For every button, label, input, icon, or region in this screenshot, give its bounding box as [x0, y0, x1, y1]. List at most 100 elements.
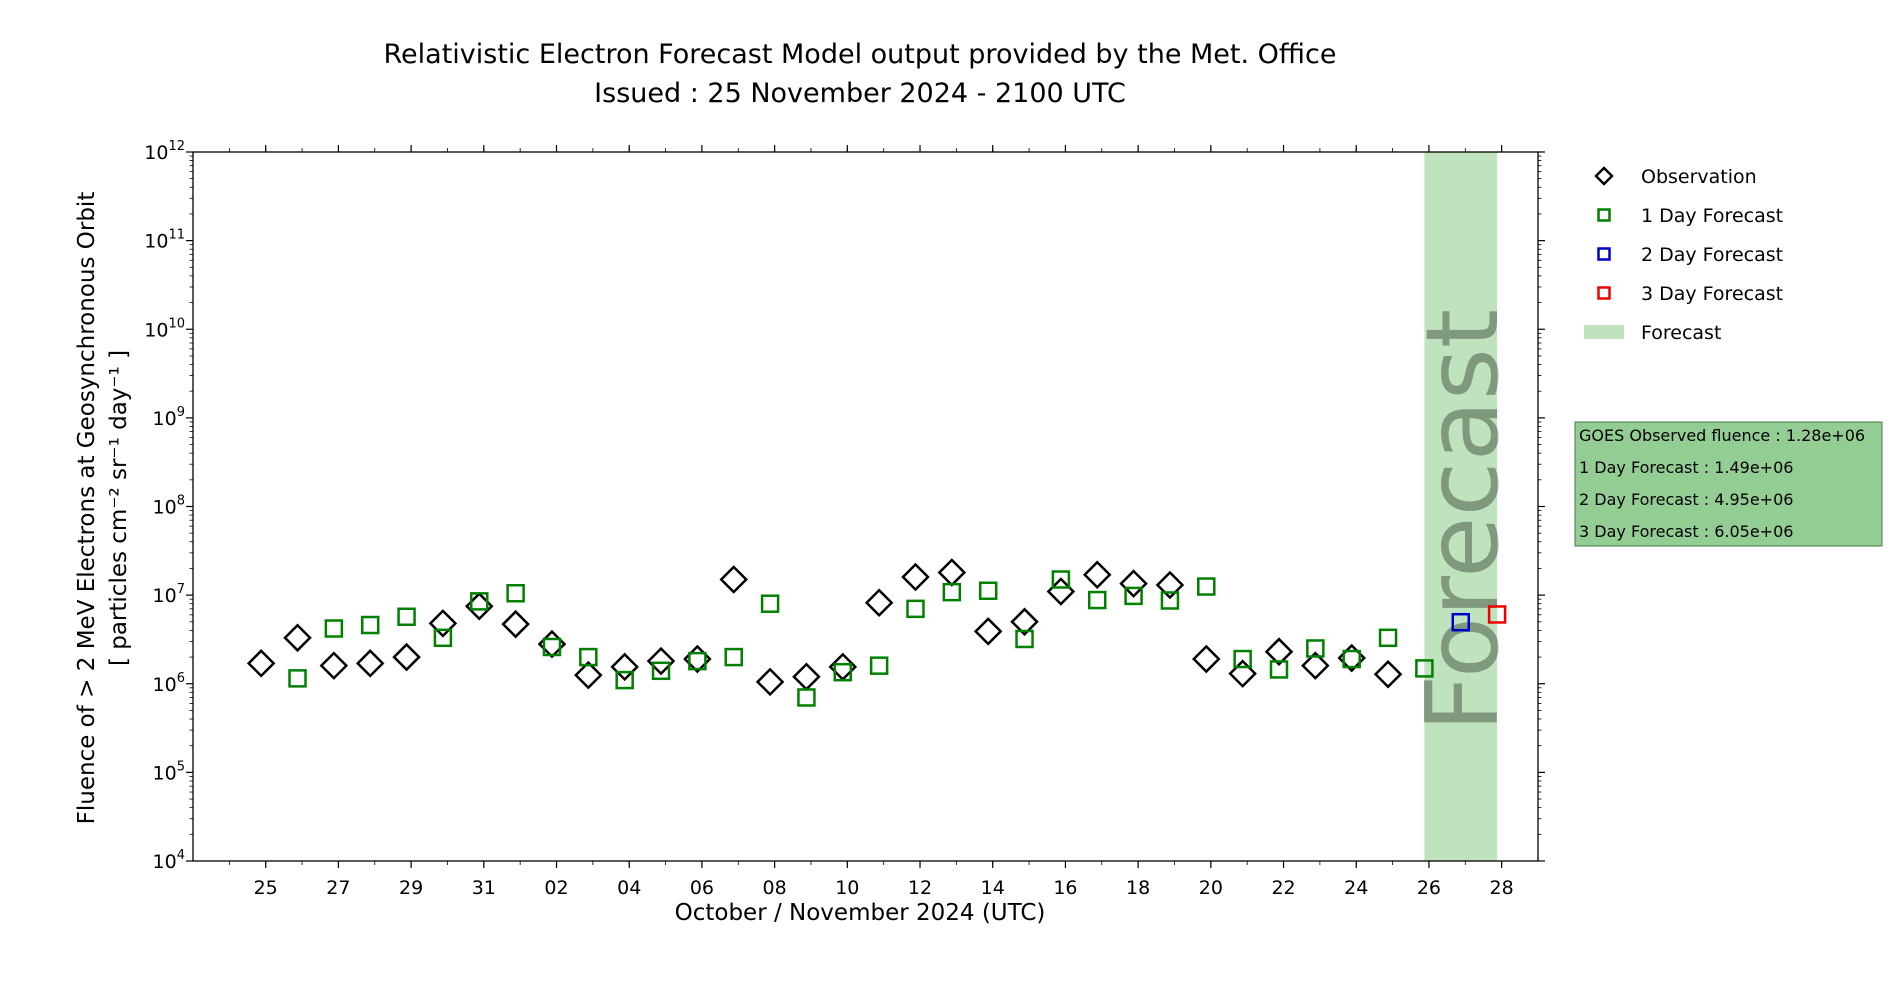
observation-point [864, 588, 894, 618]
observation-point [574, 660, 603, 690]
forecast-point [1087, 590, 1107, 610]
x-tick-label: 22 [1271, 877, 1295, 899]
observation-point [901, 562, 930, 592]
forecast-point [1233, 649, 1252, 669]
info-box-line: GOES Observed fluence : 1.28e+06 [1579, 426, 1865, 445]
observation-point [1082, 560, 1112, 589]
legend-label: 3 Day Forecast [1641, 283, 1783, 305]
chart-title-line-2: Issued : 25 November 2024 - 2100 UTC [594, 78, 1126, 109]
forecast-point [615, 670, 634, 690]
forecast-point [1160, 591, 1180, 610]
chart-title-line-1: Relativistic Electron Forecast Model out… [384, 39, 1337, 70]
y-tick-label: 104 [153, 848, 185, 873]
forecast-point [324, 619, 344, 638]
forecast-point [942, 582, 962, 602]
forecast-point [833, 662, 853, 682]
forecast-band-rect [1424, 152, 1498, 861]
observation-point [755, 667, 785, 697]
info-box-line: 2 Day Forecast : 4.95e+06 [1579, 490, 1793, 509]
forecast-point [397, 607, 416, 627]
observation-point [1155, 570, 1185, 600]
plot-frame [192, 151, 1539, 862]
forecast-point [1269, 660, 1289, 679]
observation-point [1264, 637, 1294, 666]
x-tick-label: 02 [544, 877, 568, 899]
forecast-point [1015, 629, 1034, 649]
x-tick-label: 27 [326, 877, 350, 899]
forecast-point [1342, 649, 1361, 669]
y-tick-label: 106 [153, 671, 185, 696]
forecast-point [288, 669, 307, 688]
observation-point [1373, 659, 1403, 689]
forecast-point [688, 651, 707, 671]
forecast-band-label: Forecast [1404, 309, 1521, 732]
observation-point [392, 642, 421, 672]
forecast-point [470, 592, 489, 611]
forecast-point [1415, 659, 1434, 678]
forecast-point [542, 637, 562, 657]
observation-point [1119, 569, 1148, 598]
forecast-point [760, 594, 780, 613]
legend-marker [1597, 247, 1611, 261]
forecast-point [506, 583, 525, 603]
x-tick-label: 16 [1053, 877, 1077, 899]
forecast-point [1124, 586, 1143, 606]
observation-point [719, 565, 748, 594]
info-box-line: 1 Day Forecast : 1.49e+06 [1579, 458, 1793, 477]
x-tick-label: 25 [254, 877, 278, 899]
y-tick-label: 107 [153, 582, 185, 607]
forecast-point [1197, 577, 1216, 596]
observation-point [283, 623, 312, 653]
forecast-point [1051, 570, 1071, 589]
series-observation [246, 558, 1403, 697]
x-tick-label: 04 [617, 877, 641, 899]
forecast-point [869, 656, 889, 675]
y-axis: 104 105 106 107 108 109 1010 1011 1012 [144, 139, 1545, 873]
legend-label: Forecast [1641, 322, 1721, 344]
y-tick-label: 108 [153, 494, 185, 519]
forecast-point [1306, 639, 1325, 658]
y-tick-label: 109 [153, 405, 185, 430]
legend-label: 2 Day Forecast [1641, 244, 1783, 266]
y-tick-label: 1011 [144, 228, 185, 253]
info-box-line: 3 Day Forecast : 6.05e+06 [1579, 522, 1793, 541]
forecast-point [1487, 605, 1507, 624]
info-box: GOES Observed fluence : 1.28e+06 1 Day Fo… [1574, 421, 1883, 547]
x-axis-label: October / November 2024 (UTC) [675, 900, 1046, 926]
forecast-point [1451, 612, 1471, 632]
observation-point [646, 646, 676, 676]
x-tick-label: 28 [1490, 877, 1514, 899]
forecast-point [360, 615, 380, 635]
x-tick-label: 20 [1199, 877, 1223, 899]
x-tick-label: 24 [1344, 877, 1368, 899]
chart-title: Relativistic Electron Forecast Model out… [384, 39, 1337, 109]
observation-point [355, 649, 385, 678]
x-tick-label: 12 [908, 877, 932, 899]
y-tick-label: 105 [153, 759, 185, 784]
x-tick-label: 06 [690, 877, 714, 899]
series-1-day-forecast [288, 570, 1434, 707]
legend-label: 1 Day Forecast [1641, 205, 1783, 227]
x-tick-label: 29 [399, 877, 423, 899]
forecast-point [579, 647, 598, 667]
legend-marker [1594, 166, 1614, 186]
forecast-point [724, 647, 743, 667]
x-tick-label: 08 [763, 877, 787, 899]
forecast-point [906, 599, 925, 619]
y-axis-label: Fluence of > 2 MeV Electrons at Geosynch… [74, 192, 132, 825]
observation-point [973, 617, 1003, 646]
forecast-point [651, 661, 671, 681]
observation-point [937, 558, 967, 587]
observation-point [1010, 607, 1039, 637]
x-axis: 25 27 29 31 02 04 06 08 10 12 14 16 18 20 22 24 26 28 [228, 145, 1514, 899]
y-axis-label-line-1: Fluence of > 2 MeV Electrons at Geosynch… [74, 192, 100, 825]
series-layer [246, 558, 1507, 707]
forecast-point [1378, 628, 1398, 648]
series-2-day-forecast [1451, 612, 1471, 632]
observation-point [501, 609, 530, 639]
observation-point [319, 651, 349, 680]
x-tick-label: 18 [1126, 877, 1150, 899]
series-3-day-forecast [1487, 605, 1507, 624]
legend-label: Observation [1641, 166, 1757, 188]
x-tick-label: 10 [835, 877, 859, 899]
